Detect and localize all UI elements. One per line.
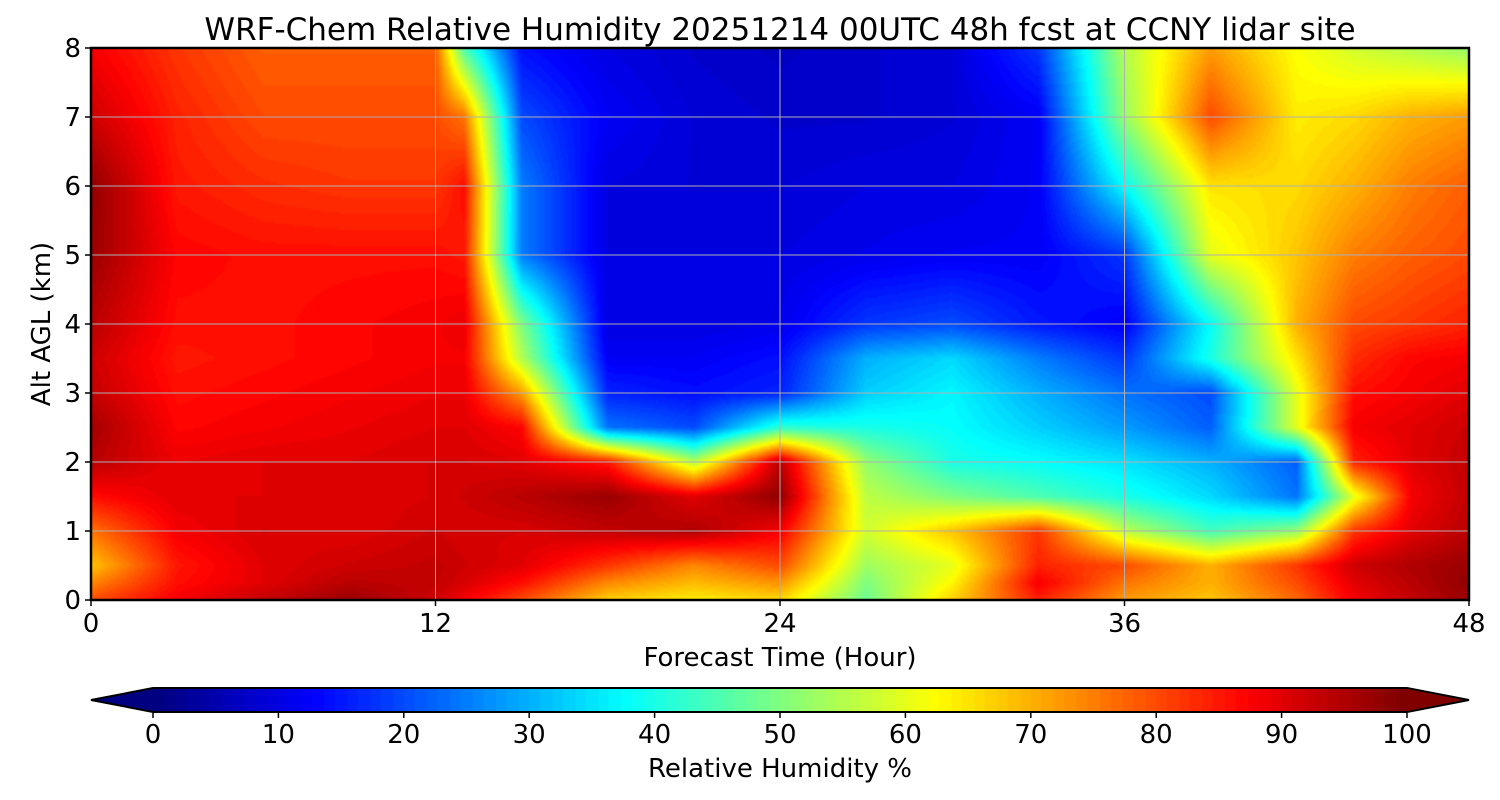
colorbar-extend-high [1407, 688, 1469, 712]
colorbar-extend-low [91, 688, 153, 712]
y-axis-ticks: 0 1 2 3 4 5 6 7 8 [64, 34, 91, 616]
colorbar: 0 10 20 30 40 50 60 70 80 90 100 Relative Humidity… [90, 687, 1470, 784]
x-tick-label: 36 [1108, 609, 1141, 639]
y-tick-label: 2 [64, 448, 81, 478]
colorbar-tick-label: 20 [387, 720, 420, 750]
chart-title: WRF-Chem Relative Humidity 20251214 00UT… [204, 12, 1355, 48]
colorbar-tick-label: 100 [1382, 720, 1432, 750]
y-tick-label: 4 [64, 310, 81, 340]
x-axis-ticks: 0 12 24 36 48 [83, 600, 1486, 639]
grid-lines [91, 48, 1469, 600]
colorbar-tick-label: 90 [1265, 720, 1298, 750]
y-tick-label: 8 [64, 34, 81, 64]
colorbar-tick-label: 50 [763, 720, 796, 750]
y-axis-label: Alt AGL (km) [27, 242, 57, 406]
colorbar-tick-label: 70 [1014, 720, 1047, 750]
x-tick-label: 0 [83, 609, 100, 639]
colorbar-tick-label: 80 [1140, 720, 1173, 750]
x-tick-label: 12 [419, 609, 452, 639]
y-tick-label: 3 [64, 379, 81, 409]
x-axis-label: Forecast Time (Hour) [643, 643, 916, 673]
colorbar-tick-label: 40 [638, 720, 671, 750]
y-tick-label: 0 [64, 586, 81, 616]
colorbar-ticks: 0 10 20 30 40 50 60 70 80 90 100 [145, 712, 1432, 750]
colorbar-gradient [153, 688, 1407, 712]
x-tick-label: 48 [1452, 609, 1485, 639]
colorbar-tick-label: 60 [889, 720, 922, 750]
y-tick-label: 1 [64, 517, 81, 547]
colorbar-tick-label: 0 [145, 720, 162, 750]
x-tick-label: 24 [763, 609, 796, 639]
y-tick-label: 5 [64, 241, 81, 271]
colorbar-tick-label: 30 [513, 720, 546, 750]
colorbar-label: Relative Humidity % [648, 754, 912, 784]
colorbar-tick-label: 10 [262, 720, 295, 750]
y-tick-label: 7 [64, 103, 81, 133]
y-tick-label: 6 [64, 172, 81, 202]
